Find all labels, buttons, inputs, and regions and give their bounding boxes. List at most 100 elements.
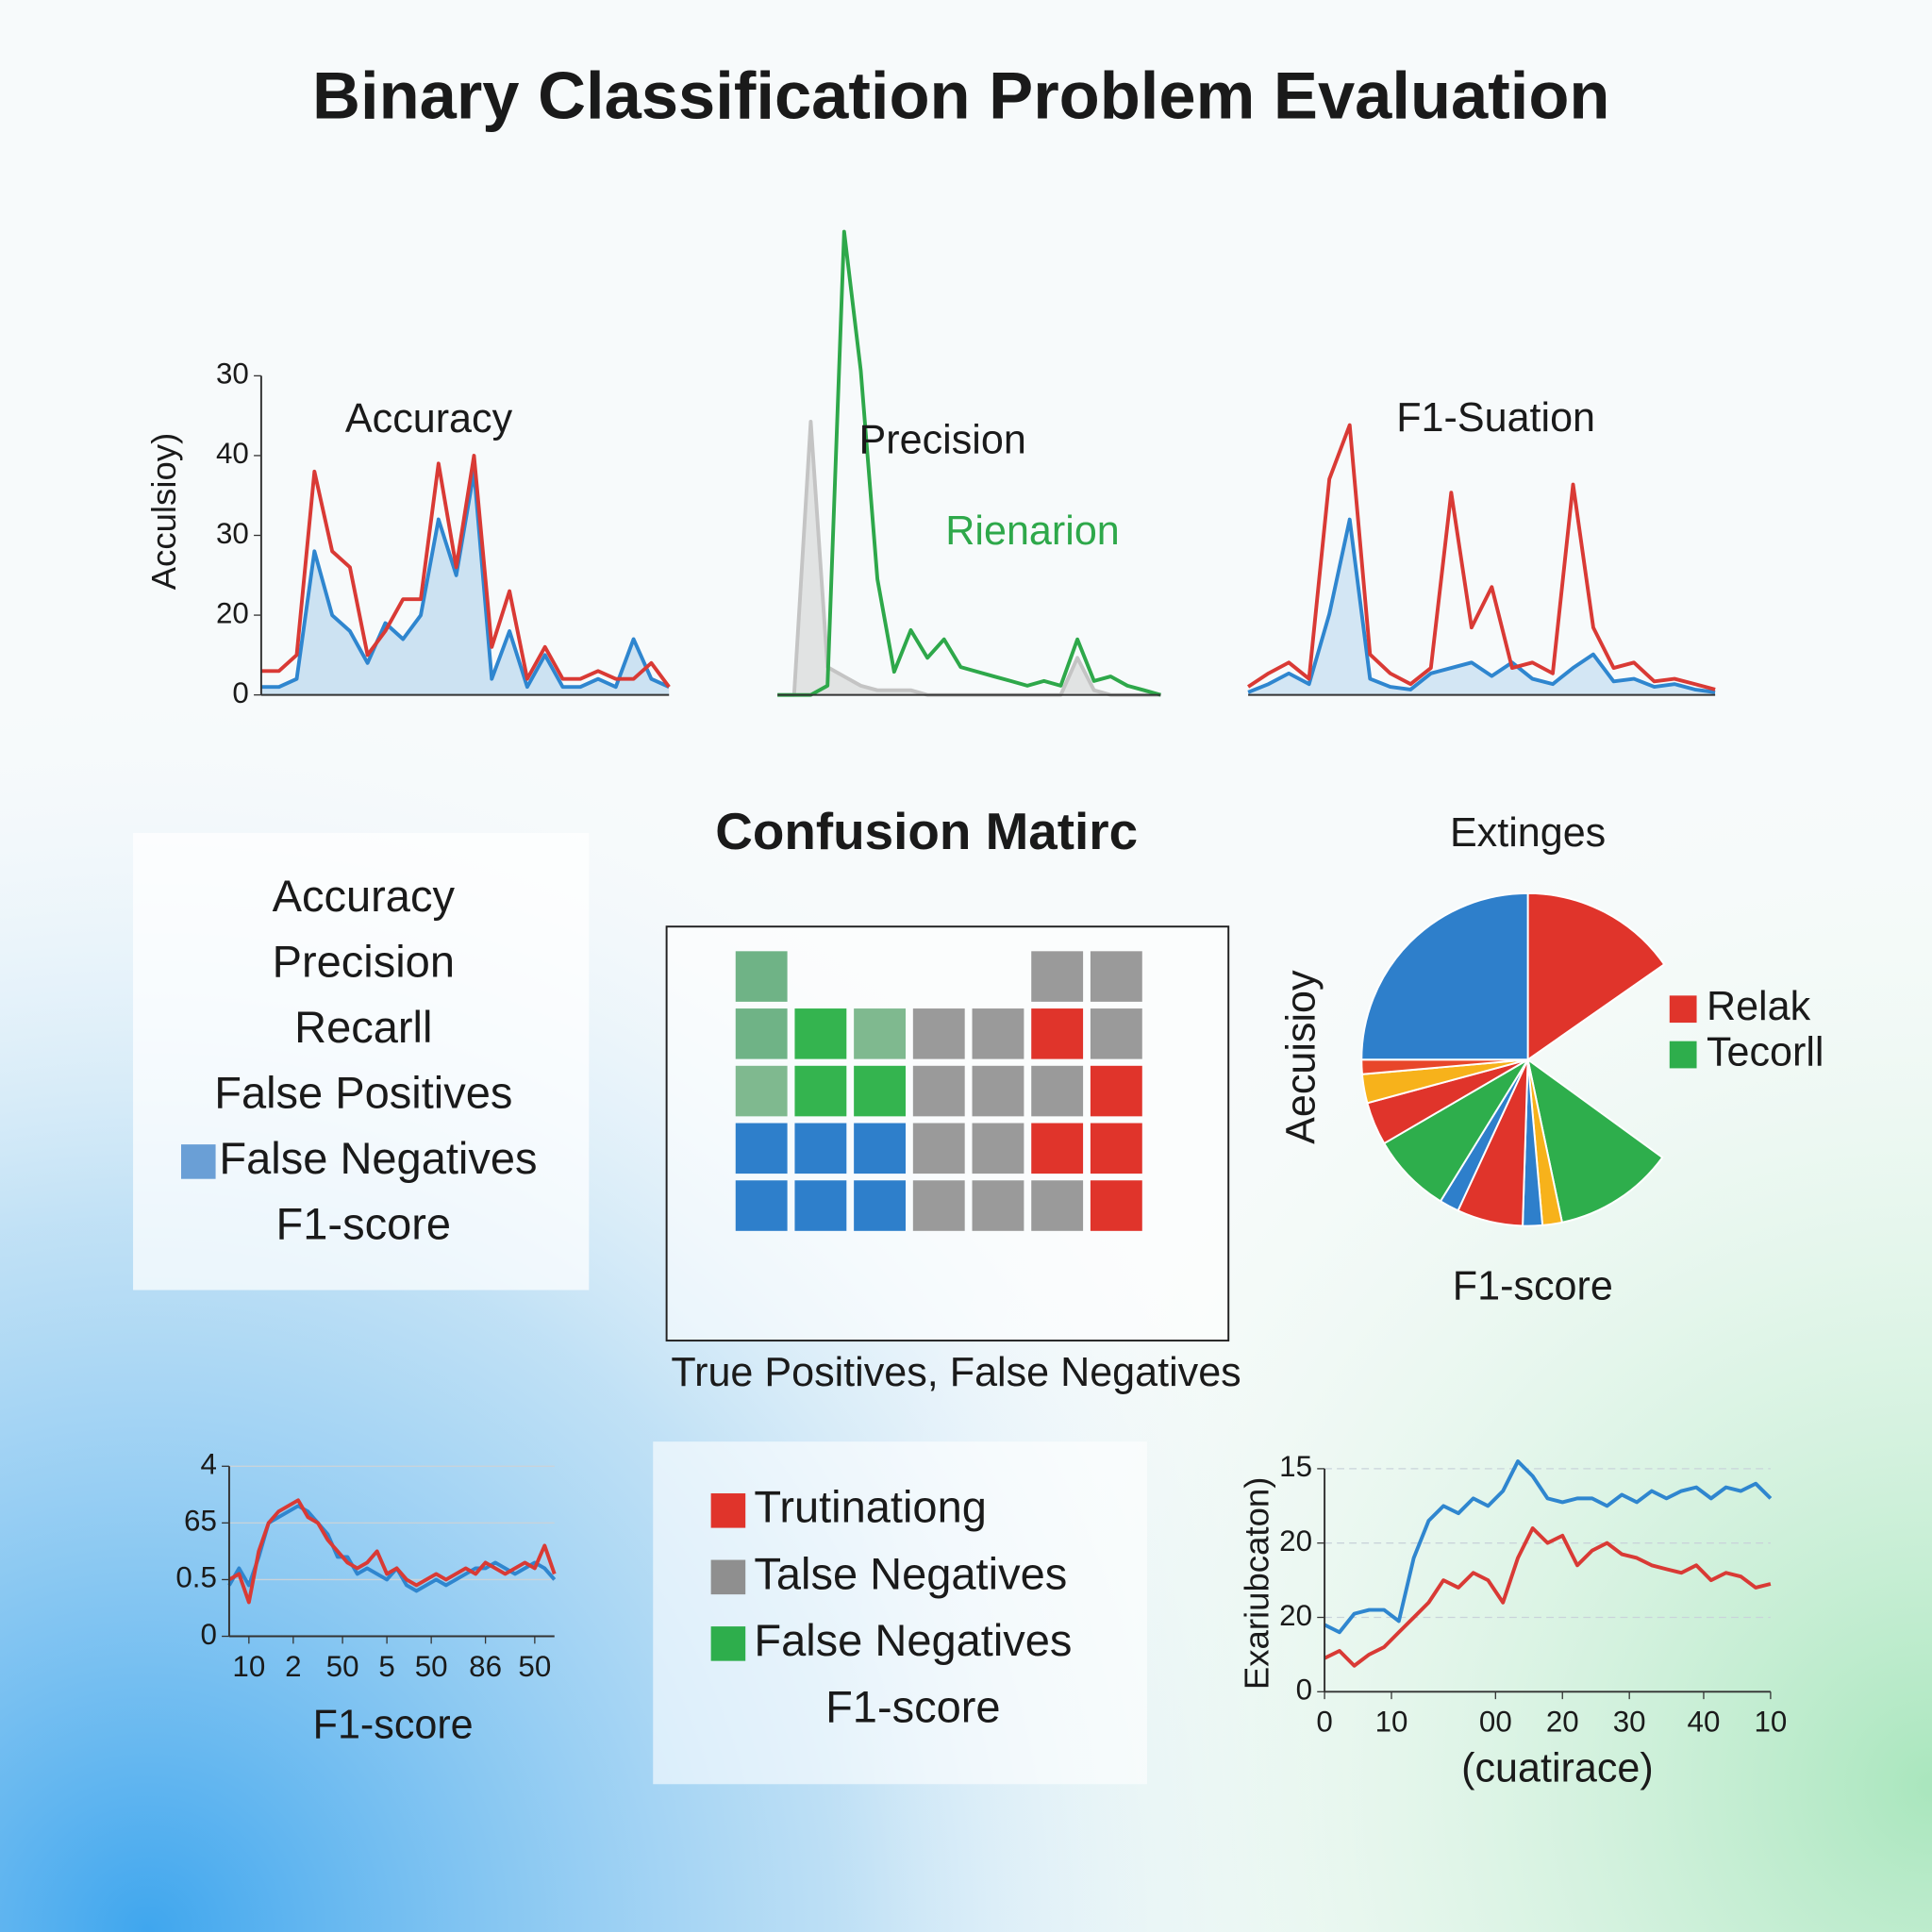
metric-marker [181,1144,216,1179]
matrix-cell [1031,1008,1084,1059]
chart-title: F1-Suation [1396,395,1595,441]
line [260,469,671,690]
matrix-cell [854,1180,906,1231]
x-tick-label: 86 [469,1650,502,1683]
matrix-cell [1090,1123,1142,1174]
line [777,229,1161,697]
legend-swatch [1669,995,1697,1024]
matrix-cell [735,1123,788,1174]
x-axis-label: F1-score [1453,1264,1613,1309]
matrix-cell [972,1180,1024,1231]
x-axis-label: (cuatirace) [1461,1745,1654,1790]
matrix-cell [912,1008,965,1059]
y-axis-label: Exariubcaton) [1238,1477,1276,1690]
area [260,471,670,695]
x-tick-label: 50 [326,1650,359,1683]
matrix-cell [735,951,788,1002]
pie-slice [1526,891,1666,1062]
x-tick-label: 50 [415,1650,448,1683]
y-tick-label: 0 [1296,1674,1312,1707]
pie-slice [1526,1057,1664,1224]
y-tick-label: 65 [184,1505,217,1538]
legend-label: False Negatives [754,1615,1072,1665]
matrix-cell [854,1123,906,1174]
matrix-cell [1090,1065,1142,1117]
matrix-cell [735,1180,788,1231]
legend-label: Talse Negatives [754,1548,1067,1598]
y-tick-label: 30 [216,517,249,550]
matrix-cell [972,1123,1024,1174]
y-axis-label: Acculsioy) [144,433,183,591]
y-tick-label: 20 [1279,1599,1312,1632]
metric-item: Accuracy [273,871,456,921]
matrix-cell [912,1065,965,1117]
x-tick-label: 00 [1479,1706,1512,1739]
pie-slice [1360,891,1529,1061]
x-tick-label: 2 [285,1650,301,1683]
matrix-cell [735,1008,788,1059]
matrix-cell [1031,1180,1084,1231]
annotation: Rienarion [945,508,1119,554]
y-tick-label: 0 [232,676,248,709]
matrix-cell [794,1123,847,1174]
matrix-cell [854,1065,906,1117]
x-tick-label: 20 [1546,1706,1579,1739]
matrix-cell [735,1065,788,1117]
chart-title: Extinges [1450,810,1606,856]
area [777,421,1161,695]
x-tick-label: 30 [1613,1706,1646,1739]
matrix-title: Confusion Matirc [715,802,1138,860]
matrix-cell [912,1180,965,1231]
line [1247,517,1716,694]
matrix-cell [1031,951,1084,1002]
line [260,454,671,689]
legend-label: Tecorll [1707,1029,1824,1074]
matrix-cell [912,1123,965,1174]
legend-label: Relak [1707,984,1811,1029]
matrix-caption: True Positives, False Negatives [671,1350,1241,1395]
legend-swatch [710,1493,746,1528]
y-tick-label: 30 [216,358,249,391]
x-tick-label: 50 [518,1650,551,1683]
y-tick-label: 0 [200,1618,216,1651]
x-tick-label: 10 [1375,1706,1408,1739]
line [227,1498,557,1605]
y-tick-label: 40 [216,437,249,470]
y-tick-label: 20 [1279,1524,1312,1557]
matrix-cell [794,1065,847,1117]
chart-title: Accuracy [345,396,513,441]
metric-item: False Negatives [219,1133,537,1183]
matrix-cell [1090,1180,1142,1231]
line [1324,1526,1772,1668]
line [227,1504,557,1593]
page-title: Binary Classification Problem Evaluation [312,58,1609,133]
y-tick-label: 4 [200,1448,216,1481]
x-tick-label: 0 [1316,1706,1332,1739]
matrix-cell [1031,1123,1084,1174]
metric-item: Precision [273,936,455,986]
x-tick-label: 10 [1754,1706,1787,1739]
line [1247,423,1716,691]
legend-label: F1-score [825,1681,1001,1731]
y-tick-label: 0.5 [175,1561,217,1594]
matrix-cell [972,1065,1024,1117]
metric-item: F1-score [276,1198,452,1248]
y-tick-label: 15 [1279,1450,1312,1483]
legend-swatch [710,1626,746,1661]
y-tick-label: 20 [216,596,249,629]
matrix-cell [1090,1008,1142,1059]
chart-title: Precision [859,417,1026,462]
metric-item: Recarll [294,1002,432,1052]
metric-item: False Positives [214,1067,512,1117]
matrix-cell [1090,951,1142,1002]
matrix-cell [1031,1065,1084,1117]
x-axis-label: F1-score [313,1703,474,1748]
legend-label: Trutinationg [754,1482,987,1532]
x-tick-label: 40 [1688,1706,1721,1739]
x-tick-label: 5 [378,1650,394,1683]
x-tick-label: 10 [232,1650,265,1683]
metrics-panel [133,832,590,1291]
matrix-cell [794,1008,847,1059]
matrix-cell [972,1008,1024,1059]
